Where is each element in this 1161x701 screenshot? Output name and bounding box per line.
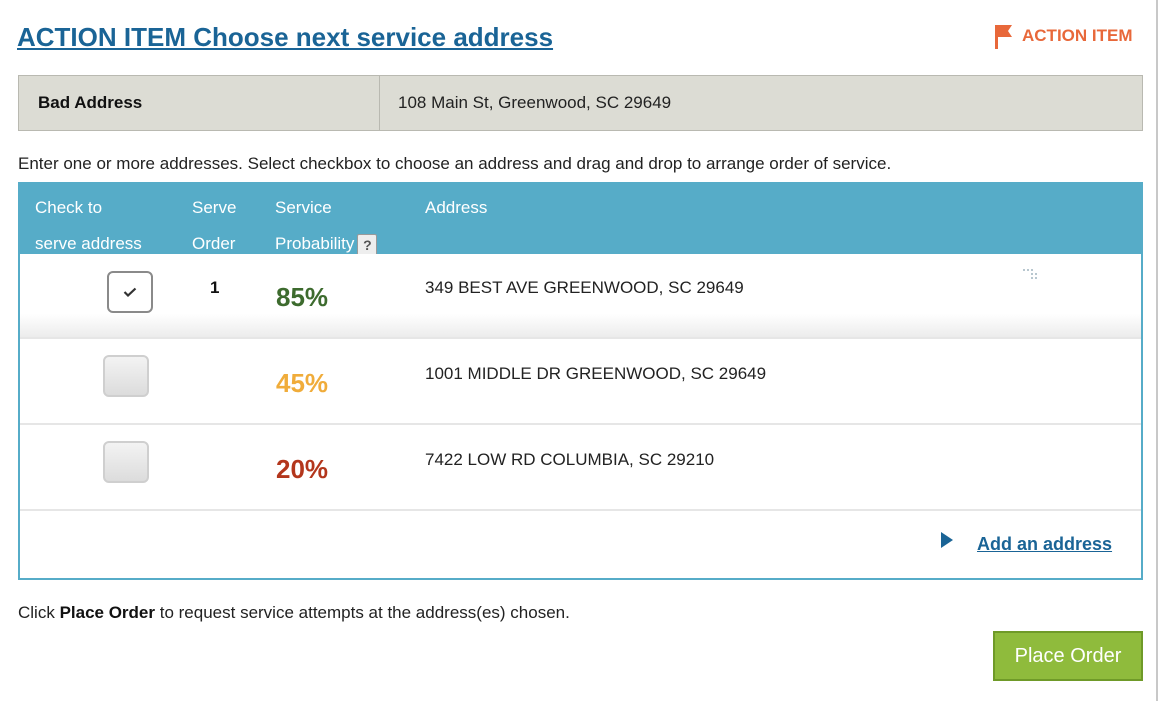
- instructions-text: Enter one or more addresses. Select chec…: [18, 154, 892, 173]
- action-item-badge: ACTION ITEM: [992, 22, 1133, 50]
- header-address: Address: [425, 198, 488, 217]
- service-probability: 20%: [276, 454, 329, 484]
- header-probability-column: Service Probability?: [275, 190, 378, 262]
- footer-text-before: Click: [18, 603, 60, 622]
- serve-address-checkbox[interactable]: [103, 441, 149, 483]
- serve-address-checkbox[interactable]: [107, 271, 153, 313]
- place-order-button[interactable]: Place Order: [993, 631, 1143, 681]
- serve-order-value: 1: [210, 278, 220, 297]
- bad-address-label: Bad Address: [19, 76, 380, 130]
- flag-icon: [995, 25, 1012, 49]
- table-row[interactable]: 1 85% 349 BEST AVE GREENWOOD, SC 29649: [20, 254, 1141, 339]
- drag-handle-icon[interactable]: [1022, 268, 1038, 282]
- header-probability-line2-wrap: Probability?: [275, 226, 378, 262]
- header-check-column: Check to serve address: [35, 190, 142, 262]
- add-address-link[interactable]: Add an address: [977, 534, 1113, 554]
- service-address: 7422 LOW RD COLUMBIA, SC 29210: [425, 450, 715, 469]
- header-order-column: Serve Order: [192, 190, 236, 262]
- header-probability-line1: Service: [275, 198, 332, 217]
- footer-text-after: to request service attempts at the addre…: [155, 603, 570, 622]
- table-row[interactable]: 45% 1001 MIDDLE DR GREENWOOD, SC 29649: [20, 340, 1141, 425]
- checkmark-icon: [123, 287, 137, 297]
- page-title-link[interactable]: ACTION ITEM Choose next service address: [17, 22, 554, 52]
- bad-address-panel: Bad Address 108 Main St, Greenwood, SC 2…: [18, 75, 1143, 131]
- header-order-line2: Order: [192, 234, 236, 253]
- service-probability: 85%: [276, 282, 329, 312]
- service-address: 1001 MIDDLE DR GREENWOOD, SC 29649: [425, 364, 767, 383]
- service-probability: 45%: [276, 368, 329, 398]
- service-address: 349 BEST AVE GREENWOOD, SC 29649: [425, 278, 744, 297]
- help-icon[interactable]: ?: [357, 233, 378, 256]
- header-check-line2: serve address: [35, 234, 142, 253]
- table-row[interactable]: 20% 7422 LOW RD COLUMBIA, SC 29210: [20, 426, 1141, 511]
- serve-address-checkbox[interactable]: [103, 355, 149, 397]
- bad-address-value: 108 Main St, Greenwood, SC 29649: [398, 93, 672, 112]
- play-arrow-icon: [941, 532, 953, 548]
- header-order-line1: Serve: [192, 198, 237, 217]
- table-header: Check to serve address Serve Order Servi…: [18, 182, 1143, 256]
- page-edge-divider: [1156, 0, 1158, 701]
- add-address-row: Add an address: [20, 512, 1141, 578]
- header-probability-line2: Probability: [275, 234, 355, 253]
- action-item-label: ACTION ITEM: [1022, 26, 1133, 45]
- address-table: Check to serve address Serve Order Servi…: [18, 182, 1143, 580]
- header-check-line1: Check to: [35, 198, 103, 217]
- footer-instructions: Click Place Order to request service att…: [18, 603, 570, 623]
- footer-text-bold: Place Order: [59, 603, 156, 622]
